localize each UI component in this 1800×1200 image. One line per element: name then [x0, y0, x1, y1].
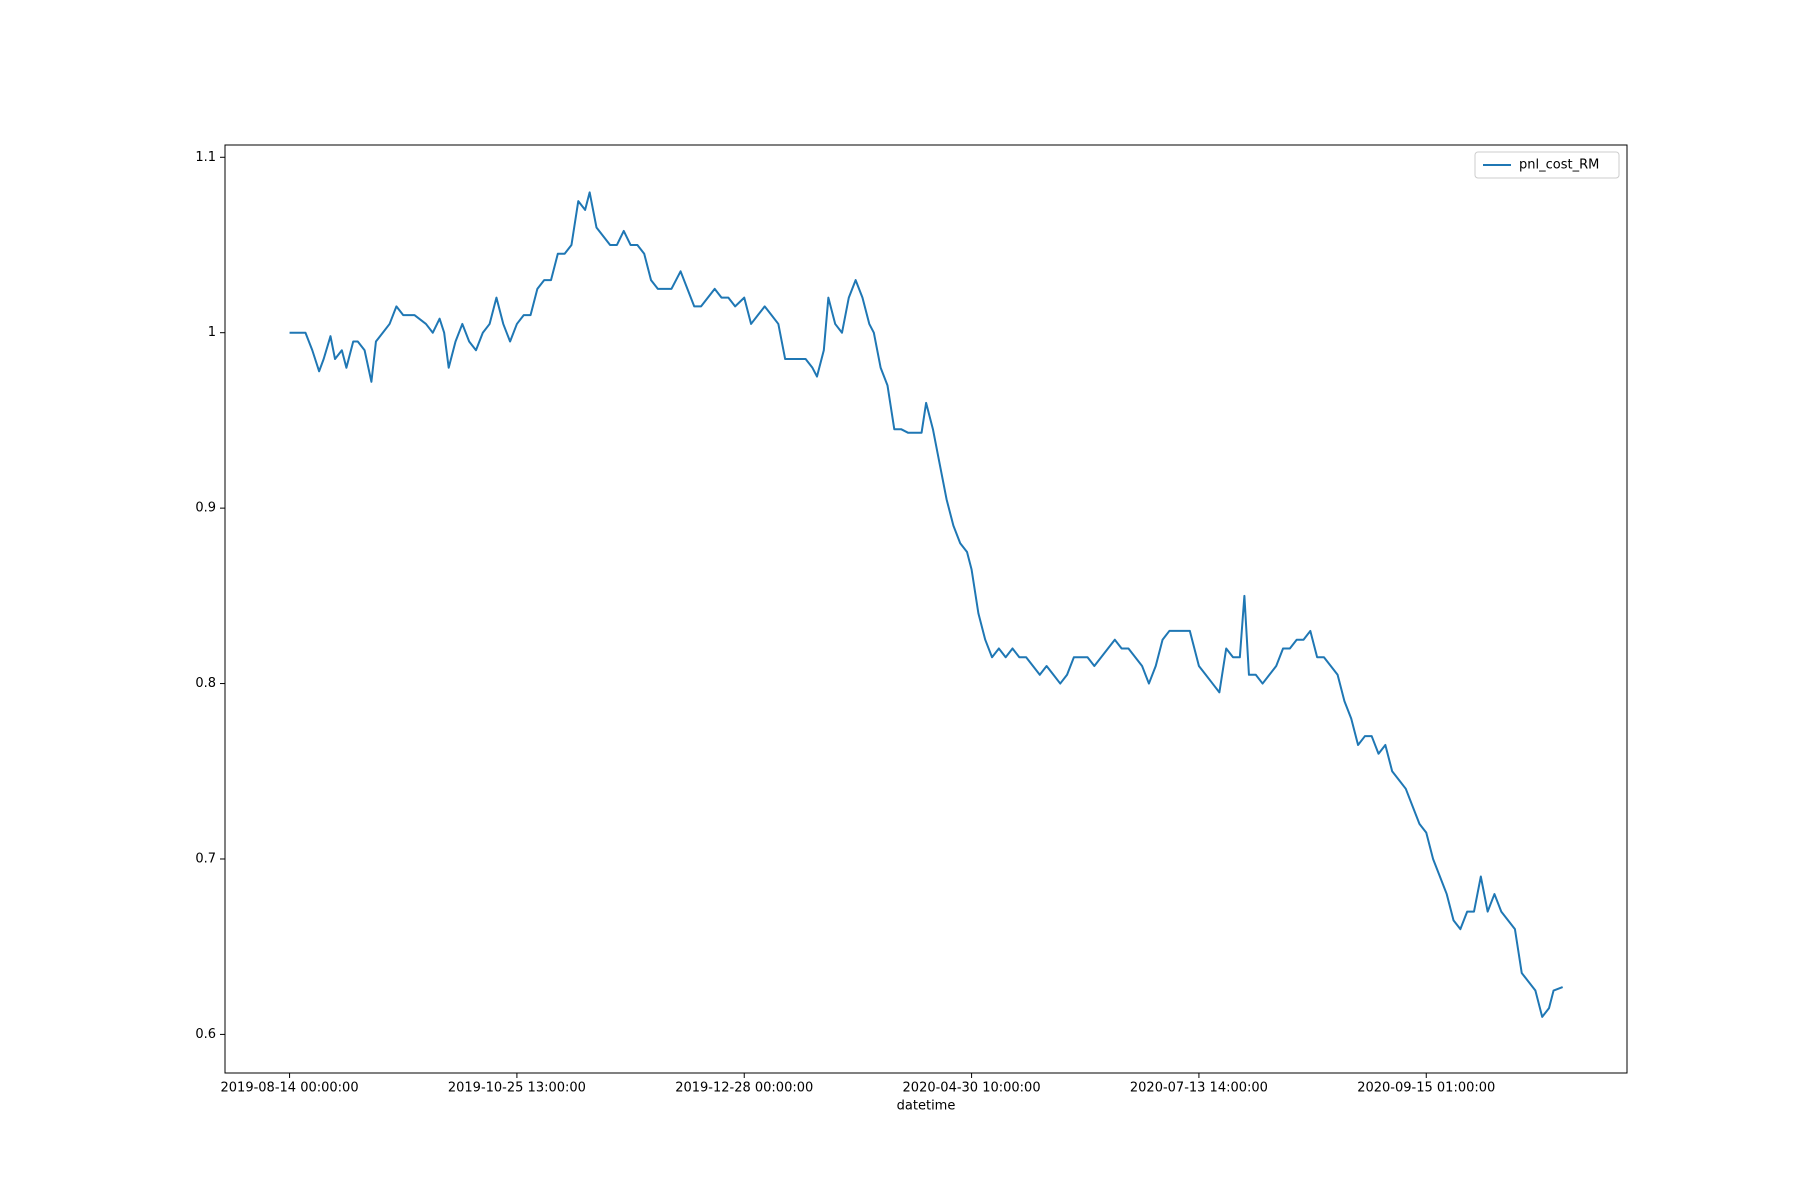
x-tick-label: 2019-08-14 00:00:00 — [221, 1081, 359, 1096]
y-tick-label: 1 — [208, 325, 216, 340]
legend-box — [1474, 151, 1620, 179]
y-tick-label: 0.7 — [195, 851, 216, 866]
y-tick-label: 0.8 — [195, 676, 216, 691]
x-tick-label: 2020-04-30 10:00:00 — [903, 1081, 1041, 1096]
y-tick-label: 1.1 — [195, 150, 216, 165]
x-tick-label: 2019-12-28 00:00:00 — [675, 1081, 813, 1096]
x-tick-label: 2020-07-13 14:00:00 — [1130, 1081, 1268, 1096]
y-tick-label: 0.9 — [195, 501, 216, 516]
legend-label: pnl_cost_RM — [1519, 158, 1599, 173]
y-tick-label: 0.6 — [195, 1027, 216, 1042]
series-line — [289, 191, 1564, 1018]
plot-frame — [224, 144, 1628, 1074]
x-tick-label: 2019-10-25 13:00:00 — [448, 1081, 586, 1096]
x-tick-label: 2020-09-15 01:00:00 — [1357, 1081, 1495, 1096]
x-axis-label: datetime — [897, 1099, 956, 1114]
